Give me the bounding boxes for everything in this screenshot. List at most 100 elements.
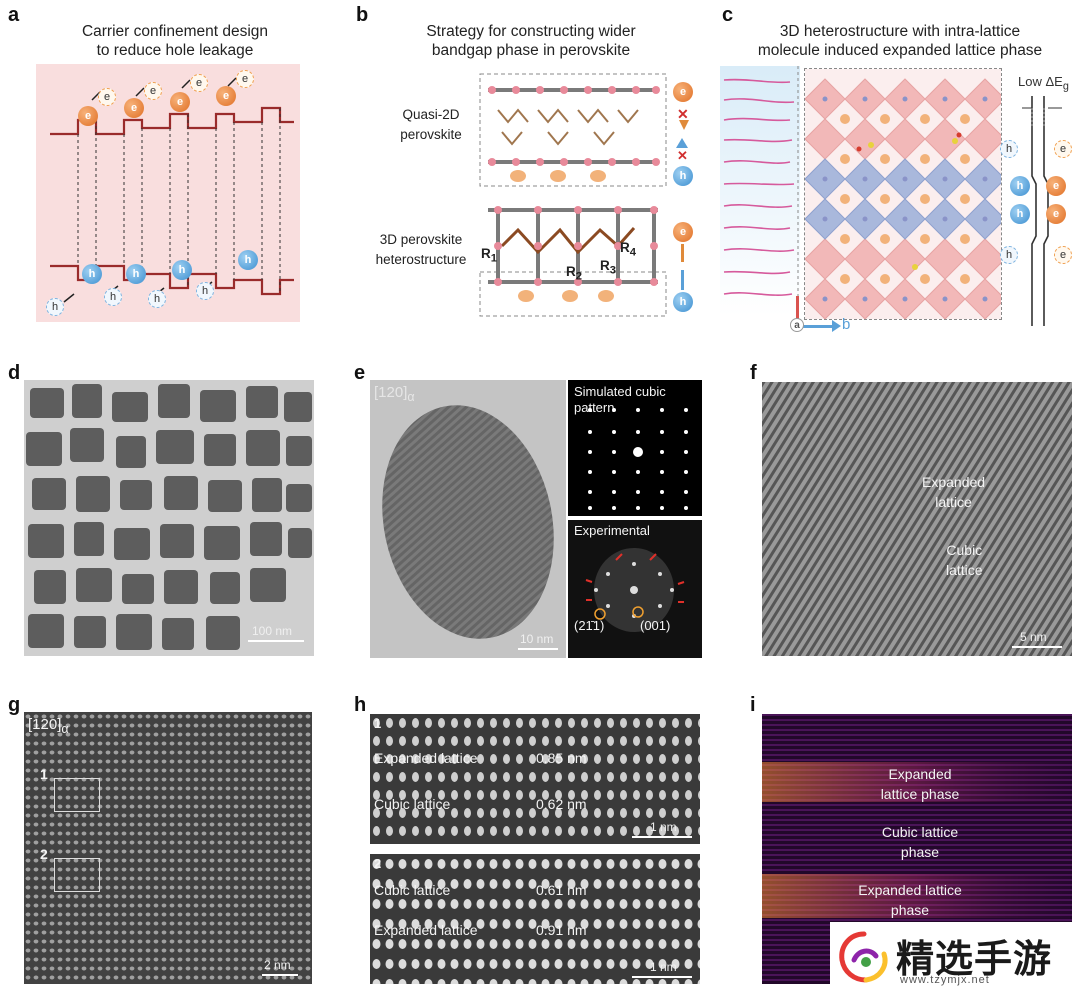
hole-ghost-icon: h <box>1000 140 1018 158</box>
panel-c-title-line2: molecule induced expanded lattice phase <box>757 42 1043 59</box>
expanded-lattice-label: Expanded lattice <box>922 472 985 512</box>
blocked-cross-icon: ✕ <box>677 148 688 163</box>
panel-b-title-line2: bandgap phase in perovskite <box>431 42 631 59</box>
scale-bar <box>248 640 304 642</box>
hrtem-lattice-svg <box>762 382 1072 656</box>
scale-bar <box>632 976 692 978</box>
zone-axis-text: [120] <box>374 384 408 401</box>
panel-c-title: 3D heterostructure with intra-lattice mo… <box>722 22 1078 60</box>
panel-b-label: b <box>356 4 369 26</box>
electron-ghost-icon: e <box>1054 246 1072 264</box>
region-2-label: 2 <box>40 846 48 862</box>
strain-lines-svg <box>723 66 799 316</box>
hole-icon: h <box>126 264 146 284</box>
hole-icon: h <box>1010 204 1030 224</box>
watermark-url: www.tzymjx.net <box>900 974 990 986</box>
miller-index-2: (001) <box>640 618 671 633</box>
watermark-logo-icon <box>839 931 888 983</box>
r4-sub: 4 <box>629 246 637 259</box>
phase2-line1: Cubic lattice <box>881 824 959 840</box>
phase1-line1: Expanded <box>888 766 952 782</box>
panel-a-title: Carrier confinement design to reduce hol… <box>40 22 310 60</box>
panel-a-title-line2: to reduce hole leakage <box>96 42 254 59</box>
row1-value: 0.61 nm <box>536 882 587 898</box>
simulated-pattern-image: Simulated cubic pattern <box>568 380 702 516</box>
panel-f-label: f <box>750 362 757 384</box>
hole-up-arrow-icon <box>681 270 684 290</box>
electron-icon: e <box>170 92 190 112</box>
panel-c-title-line1: 3D heterostructure with intra-lattice <box>779 23 1021 40</box>
row1-value: 0.85 nm <box>536 750 587 766</box>
hole-ghost-icon: h <box>1000 246 1018 264</box>
hrtem-particle-image: [120]α 10 nm <box>370 380 566 658</box>
region-2-box <box>54 858 100 892</box>
axis-a-marker: a <box>790 318 804 332</box>
r2-sub: 2 <box>575 270 583 283</box>
scale-bar-label: 2 nm <box>264 958 291 972</box>
haadf-stem-image: [120]α 1 2 2 nm <box>24 712 312 984</box>
blocked-cross-icon: ✕ <box>677 106 689 122</box>
hole-ghost-icon: h <box>46 298 64 316</box>
row1-label: Expanded lattice <box>374 750 478 766</box>
phase3-line1: Expanded lattice <box>858 882 962 898</box>
experimental-fft-image: Experimental (21̄1) (001) <box>568 520 702 658</box>
electron-icon: e <box>216 86 236 106</box>
electron-ghost-icon: e <box>1054 140 1072 158</box>
zoom-region-1-image: 1 Expanded lattice 0.85 nm Cubic lattice… <box>370 714 700 844</box>
r2-text: R <box>566 264 576 279</box>
row2-value: 0.62 nm <box>536 796 587 812</box>
scale-bar <box>518 648 558 650</box>
scale-bar-label: 1 nm <box>650 960 677 974</box>
electron-icon: e <box>1046 204 1066 224</box>
scale-bar-label: 5 nm <box>1020 630 1047 644</box>
panel-c-label: c <box>722 4 734 26</box>
axis-a-line <box>796 296 799 324</box>
cubic-line2: lattice <box>946 562 983 578</box>
r1-sub: 1 <box>490 252 498 265</box>
sub-panel-number: 2 <box>374 856 382 871</box>
tem-nanocrystals-image: 100 nm <box>24 380 314 656</box>
sim-line1: Simulated cubic <box>574 384 666 399</box>
zoom-region-2-svg <box>370 854 700 984</box>
panel-e-label: e <box>354 362 366 384</box>
panel-b-title: Strategy for constructing wider bandgap … <box>366 22 696 60</box>
panel-a-title-line1: Carrier confinement design <box>81 23 269 40</box>
low-deg-sub: g <box>1062 80 1069 93</box>
panel-d-label: d <box>8 362 21 384</box>
zone-axis-label: [120]α <box>374 384 415 404</box>
crystal-structure-svg <box>805 69 1001 319</box>
sub-panel-number: 1 <box>374 716 382 731</box>
electron-ghost-icon: e <box>98 88 116 106</box>
perovskite-structures-svg <box>479 73 667 317</box>
row2-label: Expanded lattice <box>374 922 478 938</box>
panel-i-label: i <box>750 694 756 716</box>
electron-ghost-icon: e <box>190 74 208 92</box>
hole-icon: h <box>673 292 693 312</box>
r1-label: R1 <box>481 246 497 265</box>
band-diagram-svg <box>50 77 294 303</box>
hetero-line1: 3D perovskite <box>379 232 463 247</box>
electron-down-arrow-icon <box>679 120 689 130</box>
sim-line2: pattern <box>574 400 615 415</box>
panel-b-title-line1: Strategy for constructing wider <box>426 23 636 40</box>
electron-icon: e <box>673 222 693 242</box>
quasi-2d-line1: Quasi-2D <box>402 107 460 122</box>
lattice-strain-profile <box>720 66 800 316</box>
scale-bar <box>262 974 298 976</box>
scale-bar-label: 100 nm <box>252 624 293 638</box>
axis-b-arrow-icon <box>832 320 841 332</box>
simulated-spots-svg <box>588 408 688 510</box>
quasi-2d-line2: perovskite <box>400 127 462 142</box>
phase2-line2: phase <box>900 844 940 860</box>
hole-icon: h <box>172 260 192 280</box>
electron-down-arrow-icon <box>681 244 684 262</box>
experimental-label: Experimental <box>574 523 650 538</box>
r3-text: R <box>600 258 610 273</box>
zone-axis-text: [120] <box>28 716 62 733</box>
quasi-2d-label: Quasi-2D perovskite <box>396 105 466 145</box>
axis-b-label: b <box>842 316 851 333</box>
electron-icon: e <box>78 106 98 126</box>
electron-ghost-icon: e <box>144 82 162 100</box>
expanded-line2: lattice <box>935 494 972 510</box>
panel-g-label: g <box>8 694 21 716</box>
